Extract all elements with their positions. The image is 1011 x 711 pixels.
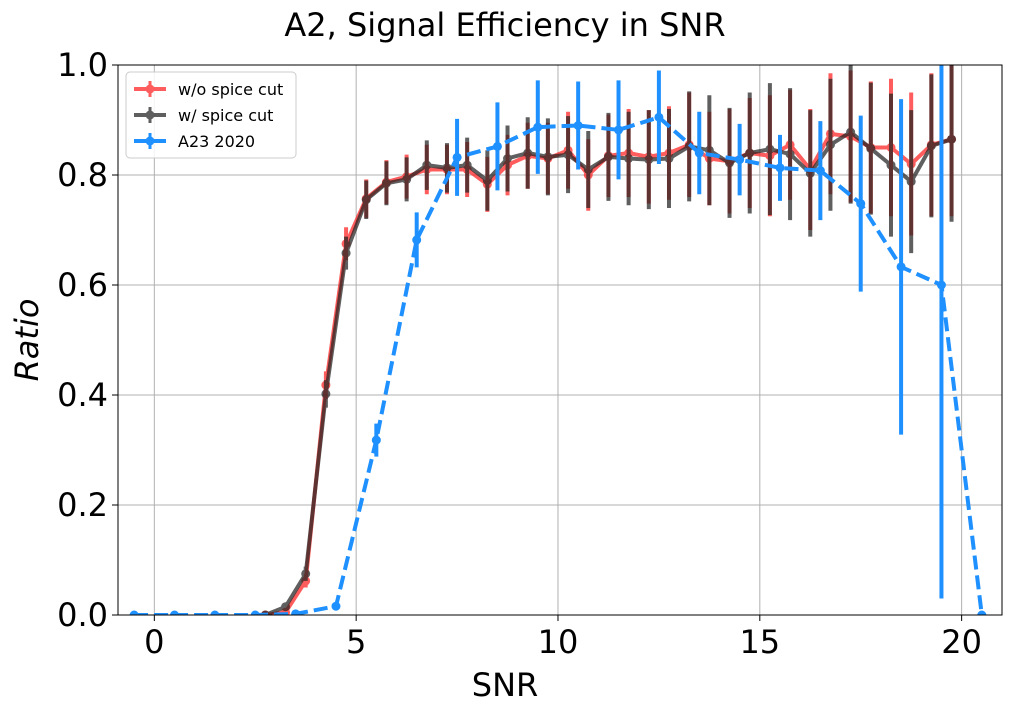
- data-point: [825, 140, 835, 150]
- data-point: [563, 150, 573, 160]
- data-point: [896, 262, 906, 272]
- series-line: [134, 115, 984, 615]
- data-point: [503, 154, 513, 163]
- data-point: [462, 160, 472, 170]
- data-point: [775, 163, 785, 173]
- x-tick-label: 5: [346, 623, 366, 661]
- y-tick-label: 0.0: [57, 596, 108, 634]
- data-point: [725, 158, 735, 168]
- data-point: [250, 610, 260, 615]
- data-point: [301, 569, 311, 579]
- data-point: [331, 601, 341, 611]
- data-point: [281, 602, 291, 612]
- data-point: [422, 160, 432, 170]
- data-point: [745, 148, 755, 158]
- data-point: [412, 235, 422, 245]
- data-point: [210, 610, 220, 615]
- data-point: [856, 199, 866, 209]
- data-point: [815, 166, 825, 176]
- data-point: [402, 174, 412, 184]
- data-point: [321, 389, 331, 399]
- x-tick-label: 10: [538, 623, 579, 661]
- data-point: [694, 148, 704, 158]
- y-tick-label: 1.0: [57, 46, 108, 84]
- data-point: [947, 134, 957, 144]
- x-tick-label: 0: [144, 623, 164, 661]
- data-point: [926, 141, 936, 151]
- data-point: [846, 127, 856, 137]
- data-point: [906, 177, 916, 187]
- data-point: [381, 178, 391, 188]
- data-point: [936, 280, 946, 290]
- data-point: [886, 160, 896, 170]
- series-1: [260, 65, 957, 615]
- data-point: [129, 610, 139, 615]
- data-point: [452, 152, 462, 162]
- legend-label: A23 2020: [178, 132, 255, 151]
- data-point: [624, 154, 634, 163]
- data-point: [654, 112, 664, 122]
- legend-marker: [145, 110, 155, 120]
- data-point: [291, 609, 301, 615]
- data-point: [533, 122, 543, 132]
- legend: w/o spice cut w/ spice cut A23 2020: [125, 71, 297, 159]
- legend-entry: [134, 107, 166, 123]
- chart-title: A2, Signal Efficiency in SNR: [284, 6, 725, 44]
- y-tick-label: 0.4: [57, 376, 108, 414]
- legend-marker: [145, 136, 155, 146]
- data-point: [442, 163, 452, 173]
- data-point: [866, 144, 876, 154]
- y-tick-label: 0.8: [57, 156, 108, 194]
- data-point: [583, 165, 593, 174]
- legend-label: w/o spice cut: [178, 80, 283, 99]
- plot-area: [129, 65, 987, 615]
- data-point: [543, 152, 553, 162]
- axes-frame: [117, 64, 1003, 616]
- y-tick-label: 0.6: [57, 266, 108, 304]
- legend-entry: [134, 133, 166, 149]
- data-point: [482, 176, 492, 185]
- legend-label: w/ spice cut: [178, 106, 273, 125]
- x-axis-label: SNR: [472, 666, 538, 704]
- data-point: [170, 610, 180, 615]
- data-point: [735, 155, 745, 165]
- data-point: [371, 435, 381, 445]
- data-point: [492, 141, 502, 151]
- data-point: [573, 121, 583, 130]
- x-tick-label: 20: [941, 623, 982, 661]
- ticks: 0 5 10 15 20 0.0 0.2 0.4 0.6 0.8 1.0: [57, 46, 982, 661]
- data-point: [523, 148, 533, 158]
- data-point: [785, 149, 795, 159]
- series-2: [129, 65, 987, 615]
- legend-box: [125, 71, 297, 159]
- y-tick-label: 0.2: [57, 486, 108, 524]
- data-point: [614, 125, 624, 135]
- legend-marker: [145, 84, 155, 94]
- x-tick-label: 15: [739, 623, 780, 661]
- data-point: [664, 154, 674, 163]
- data-point: [644, 155, 654, 165]
- data-point: [977, 610, 987, 615]
- y-axis-label: Ratio: [8, 299, 46, 382]
- data-point: [603, 152, 613, 162]
- data-point: [341, 248, 351, 258]
- data-point: [361, 195, 371, 205]
- data-point: [765, 144, 775, 154]
- legend-entry: [134, 81, 166, 97]
